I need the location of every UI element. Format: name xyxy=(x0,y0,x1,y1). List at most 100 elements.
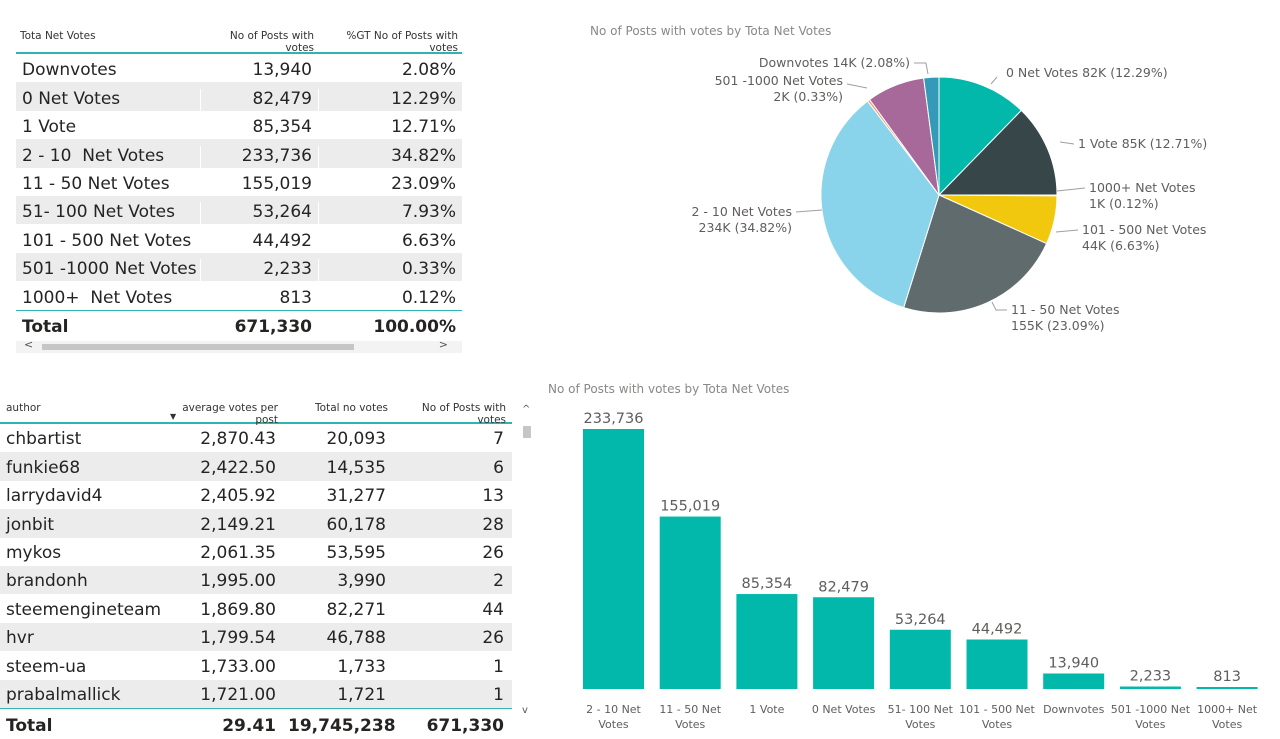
scroll-up-arrow-icon[interactable]: ^ xyxy=(522,404,531,415)
average-votes-cell: 2,870.43 xyxy=(200,429,276,450)
table-row[interactable]: 501 -1000 Net Votes 2,233 0.33% xyxy=(16,252,462,282)
posts-cell: 813 xyxy=(200,287,318,310)
x-axis-tick-label: 101 - 500 Net Votes xyxy=(959,703,1035,731)
column-header-average-votes[interactable]: average votes per post xyxy=(182,402,278,426)
table-row[interactable]: prabalmallick 1,721.00 1,721 1 xyxy=(0,679,512,708)
table-row[interactable]: jonbit 2,149.21 60,178 28 xyxy=(0,509,512,538)
column-header-net-votes[interactable]: Tota Net Votes xyxy=(20,30,96,42)
vertical-scrollbar[interactable]: ^ v xyxy=(522,404,532,716)
pie-data-label: 501 -1000 Net Votes 2K (0.33%) xyxy=(715,73,843,104)
bar[interactable] xyxy=(1196,687,1258,689)
bar[interactable] xyxy=(813,597,875,689)
bar-chart[interactable]: 233,736 2 - 10 Net Votes 155,019 11 - 50 Net… xyxy=(560,398,1270,734)
posts-cell: 44 xyxy=(482,599,504,620)
pie-chart[interactable]: 0 Net Votes 82K (12.29%) 1 Vote 85K (12.7… xyxy=(560,44,1260,344)
x-axis-tick-label: Downvotes xyxy=(1043,703,1104,716)
author-cell: hvr xyxy=(6,628,34,649)
table-row[interactable]: mykos 2,061.35 53,595 26 xyxy=(0,538,512,566)
table-row[interactable]: larrydavid4 2,405.92 31,277 13 xyxy=(0,481,512,509)
column-header-posts[interactable]: No of Posts with votes xyxy=(200,26,318,54)
table-row[interactable]: brandonh 1,995.00 3,990 2 xyxy=(0,565,512,595)
table-row[interactable]: 1000+ Net Votes 813 0.12% xyxy=(16,281,462,310)
average-votes-cell: 2,061.35 xyxy=(200,542,276,563)
table-row[interactable]: chbartist 2,870.43 20,093 7 xyxy=(0,424,512,452)
bar[interactable] xyxy=(1119,686,1181,689)
bar-value-label: 13,940 xyxy=(1048,655,1099,671)
author-cell: brandonh xyxy=(6,571,88,592)
bar[interactable] xyxy=(659,516,721,689)
author-cell: steemengineteam xyxy=(6,599,162,620)
bar[interactable] xyxy=(736,594,798,689)
pie-slice[interactable] xyxy=(923,76,940,196)
pie-leader-line xyxy=(991,301,1007,311)
table-row[interactable]: steemengineteam 1,869.80 82,271 44 xyxy=(0,594,512,622)
bar[interactable] xyxy=(966,639,1028,689)
percent-cell: 0.12% xyxy=(318,287,462,310)
table-row[interactable]: funkie68 2,422.50 14,535 6 xyxy=(0,452,512,481)
table-row[interactable]: 2 - 10 Net Votes 233,736 34.82% xyxy=(16,139,462,168)
category-cell: Downvotes xyxy=(22,60,117,81)
total-votes-cell: 82,271 xyxy=(326,599,386,620)
posts-cell: 28 xyxy=(482,514,504,535)
pie-slice[interactable] xyxy=(903,194,1048,314)
pie-leader-line xyxy=(1056,187,1086,192)
pie-data-label: 11 - 50 Net Votes 155K (23.09%) xyxy=(1011,302,1120,333)
author-cell: chbartist xyxy=(6,429,82,450)
pie-slice[interactable] xyxy=(938,76,1023,197)
horizontal-scrollbar[interactable]: < > xyxy=(16,337,462,353)
scrollbar-thumb[interactable] xyxy=(42,343,354,350)
table-total-row: Total 671,330 100.00% xyxy=(16,309,462,339)
table-row[interactable]: 0 Net Votes 82,479 12.29% xyxy=(16,82,462,111)
bar-value-label: 2,233 xyxy=(1130,669,1172,685)
pie-leader-line xyxy=(846,83,868,89)
percent-cell: 2.08% xyxy=(318,60,462,83)
bar[interactable] xyxy=(583,429,644,689)
table-row[interactable]: 101 - 500 Net Votes 44,492 6.63% xyxy=(16,224,462,253)
table-row[interactable]: 51- 100 Net Votes 53,264 7.93% xyxy=(16,195,462,225)
pie-slice[interactable] xyxy=(820,100,940,309)
average-votes-cell: 1,869.80 xyxy=(200,599,276,620)
posts-cell: 2 xyxy=(493,571,504,592)
column-header-total-votes[interactable]: Total no votes xyxy=(315,402,388,414)
column-header-author[interactable]: author xyxy=(6,402,41,414)
average-votes-cell: 2,405.92 xyxy=(200,486,276,507)
bar[interactable] xyxy=(1043,673,1105,689)
average-votes-cell: 2,422.50 xyxy=(200,457,276,478)
scroll-left-arrow-icon[interactable]: < xyxy=(24,337,34,351)
bar-value-label: 85,354 xyxy=(742,576,793,592)
bar[interactable] xyxy=(889,629,951,689)
pie-slice[interactable] xyxy=(937,109,1058,196)
total-votes-cell: 20,093 xyxy=(326,429,386,450)
total-votes-cell: 31,277 xyxy=(326,486,386,507)
posts-cell: 155,019 xyxy=(200,173,318,196)
table-row[interactable]: 11 - 50 Net Votes 155,019 23.09% xyxy=(16,168,462,196)
total-votes-cell: 53,595 xyxy=(326,542,386,563)
x-axis-tick-label: 501 -1000 Net Votes xyxy=(1111,703,1191,731)
sort-descending-icon[interactable]: ▼ xyxy=(170,412,177,421)
column-header-percent[interactable]: %GT No of Posts with votes xyxy=(318,26,462,54)
author-cell: prabalmallick xyxy=(6,684,121,705)
pie-data-label: 101 - 500 Net Votes 44K (6.63%) xyxy=(1082,222,1206,253)
table-body: chbartist 2,870.43 20,093 7 funkie68 2,422.50… xyxy=(0,424,512,708)
scroll-down-arrow-icon[interactable]: v xyxy=(522,705,528,716)
total-votes-cell: 60,178 xyxy=(326,514,386,535)
pie-leader-line xyxy=(1055,229,1079,233)
total-average: 29.41 xyxy=(222,715,276,736)
posts-cell: 6 xyxy=(493,457,504,478)
total-label: Total xyxy=(22,316,69,337)
pie-data-label: 1000+ Net Votes 1K (0.12%) xyxy=(1089,180,1196,211)
table-row[interactable]: 1 Vote 85,354 12.71% xyxy=(16,111,462,140)
average-votes-cell: 1,733.00 xyxy=(200,656,276,677)
column-header-posts[interactable]: No of Posts with votes xyxy=(421,402,506,426)
table-row[interactable]: hvr 1,799.54 46,788 26 xyxy=(0,622,512,652)
votes-summary-table: Tota Net Votes No of Posts with votes %G… xyxy=(16,26,462,353)
percent-cell: 12.29% xyxy=(318,88,462,111)
table-row[interactable]: steem-ua 1,733.00 1,733 1 xyxy=(0,651,512,679)
table-row[interactable]: Downvotes 13,940 2.08% xyxy=(16,54,462,83)
scrollbar-thumb[interactable] xyxy=(523,426,531,438)
bar-value-label: 155,019 xyxy=(660,499,720,515)
category-cell: 2 - 10 Net Votes xyxy=(22,145,165,166)
category-cell: 51- 100 Net Votes xyxy=(22,202,175,223)
percent-cell: 12.71% xyxy=(318,117,462,140)
scroll-right-arrow-icon[interactable]: > xyxy=(438,337,448,351)
